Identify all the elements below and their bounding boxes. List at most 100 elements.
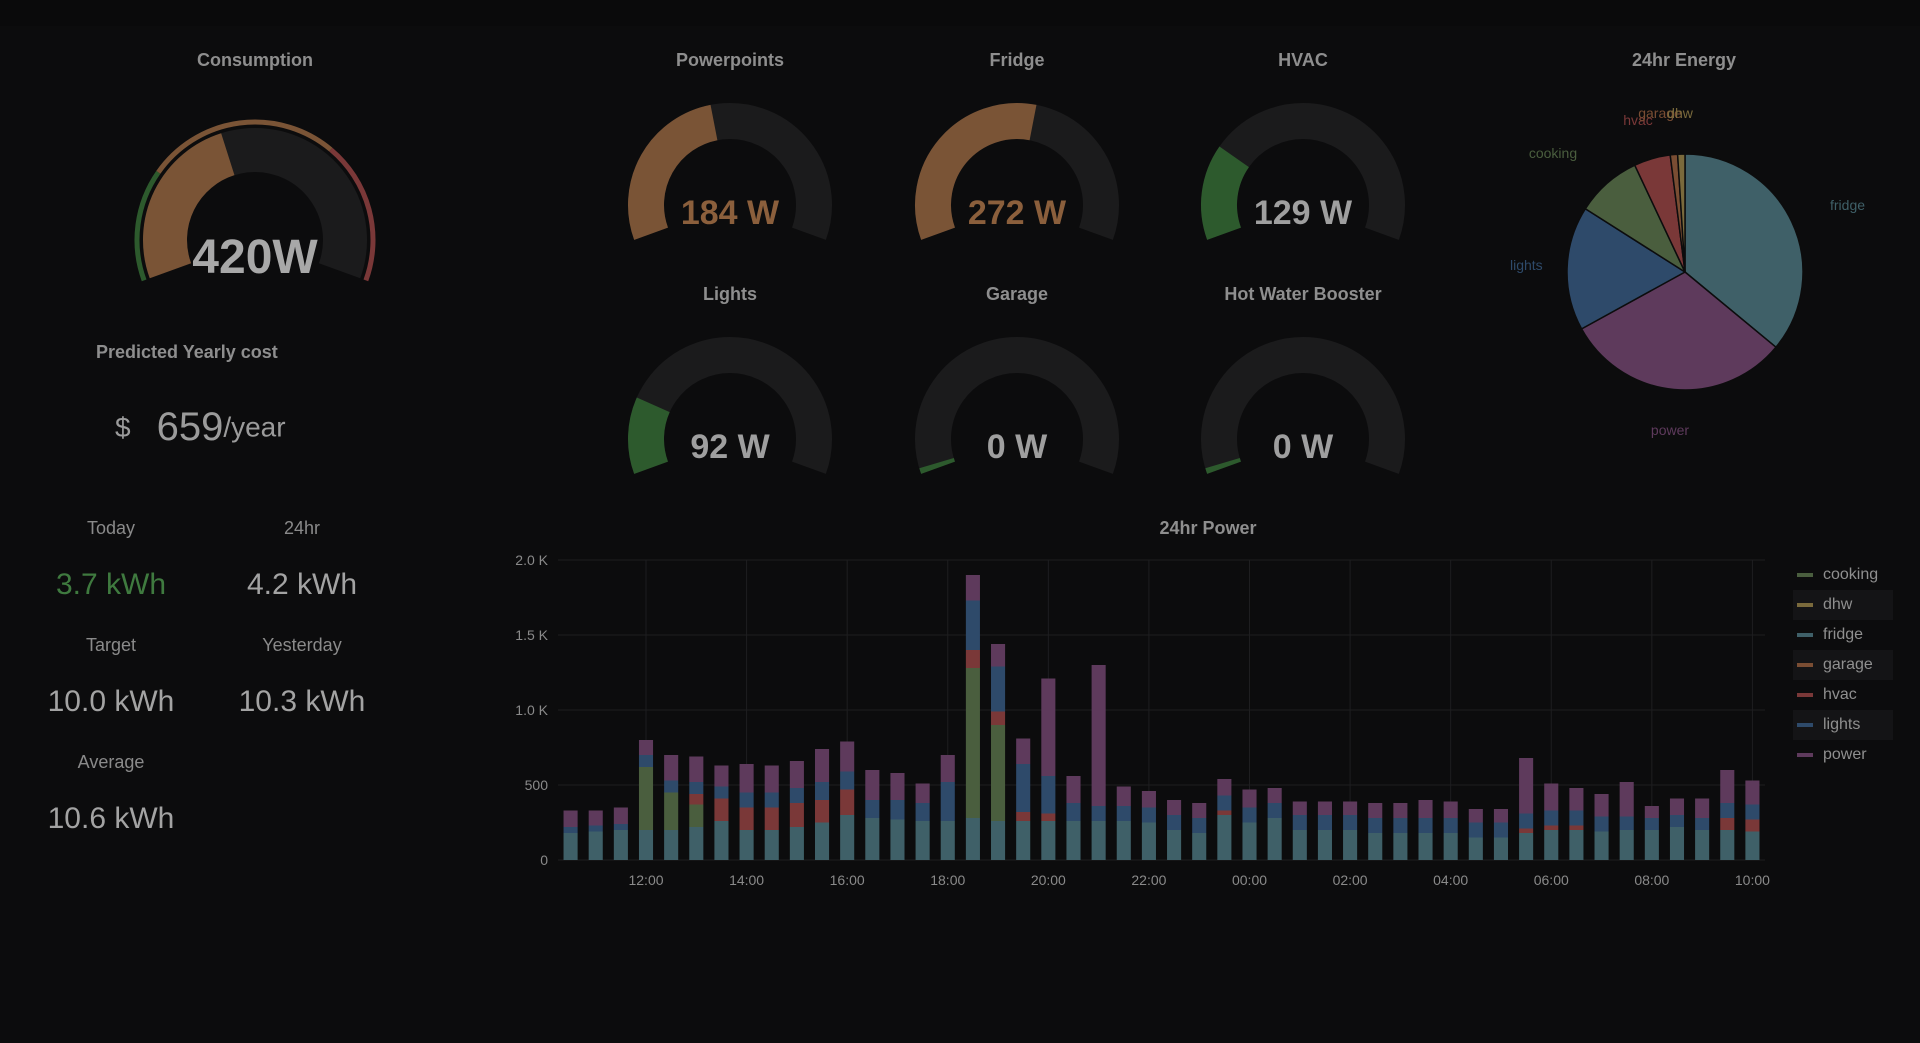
legend-item-cooking[interactable]: cooking [1793,560,1893,590]
bar-fridge[interactable] [1669,827,1685,860]
bar-fridge[interactable] [965,818,980,860]
bar-hvac[interactable] [739,807,754,831]
bar-fridge[interactable] [1343,830,1358,860]
bar-fridge[interactable] [613,830,628,860]
bar-power[interactable] [1594,794,1609,817]
bar-lights[interactable] [1544,810,1559,826]
bar-hvac[interactable] [1519,828,1534,834]
bar-lights[interactable] [1519,813,1534,829]
bar-lights[interactable] [940,782,955,821]
bar-fridge[interactable] [714,821,729,860]
bar-fridge[interactable] [789,827,804,860]
bar-fridge[interactable] [1619,830,1634,860]
bar-power[interactable] [1418,800,1433,818]
bar-power[interactable] [739,764,754,793]
bar-hvac[interactable] [1041,813,1056,822]
bar-hvac[interactable] [965,650,980,668]
legend-item-hvac[interactable]: hvac [1793,680,1893,710]
pie-slice-fridge[interactable] [1684,153,1804,349]
bar-hvac[interactable] [789,803,804,827]
bar-cooking[interactable] [965,668,980,818]
bar-lights[interactable] [1167,815,1182,830]
bar-lights[interactable] [563,827,578,833]
bar-fridge[interactable] [1544,830,1559,860]
bar-fridge[interactable] [1091,821,1106,860]
legend-item-fridge[interactable]: fridge [1793,620,1893,650]
bar-power[interactable] [764,765,779,793]
pie-slice-power[interactable] [1580,271,1777,391]
bar-lights[interactable] [1720,803,1735,818]
bar-fridge[interactable] [588,831,603,861]
bar-fridge[interactable] [764,830,779,860]
bar-fridge[interactable] [1745,831,1760,861]
bar-fridge[interactable] [1493,837,1509,861]
bar-power[interactable] [664,755,679,781]
bar-hvac[interactable] [764,807,779,831]
bar-fridge[interactable] [638,830,654,860]
bar-lights[interactable] [764,792,779,808]
bar-lights[interactable] [1493,822,1509,838]
bar-power[interactable] [1368,803,1383,818]
bar-power[interactable] [1695,798,1710,819]
bar-fridge[interactable] [1695,830,1710,860]
bar-power[interactable] [1493,809,1509,823]
bar-lights[interactable] [1317,815,1332,830]
bar-fridge[interactable] [1116,821,1131,860]
bar-power[interactable] [714,765,729,787]
bar-lights[interactable] [915,803,930,821]
bar-lights[interactable] [689,782,704,794]
bar-lights[interactable] [965,600,980,651]
bar-fridge[interactable] [890,819,905,861]
bar-power[interactable] [1393,803,1408,818]
bar-power[interactable] [1167,800,1182,815]
bar-power[interactable] [1192,803,1207,818]
bar-power[interactable] [1443,801,1458,819]
bar-lights[interactable] [1041,776,1056,814]
bar-hvac[interactable] [1016,812,1031,821]
bar-hvac[interactable] [714,798,729,822]
bar-fridge[interactable] [1418,833,1433,860]
bar-fridge[interactable] [1141,822,1156,861]
bar-power[interactable] [1569,788,1584,811]
bar-power[interactable] [1720,770,1735,803]
bar-lights[interactable] [1443,818,1458,833]
bar-lights[interactable] [664,780,679,793]
bar-power[interactable] [1468,809,1483,823]
bar-power[interactable] [588,810,603,826]
bar-lights[interactable] [1267,803,1282,818]
pie-slice-dhw[interactable] [1676,153,1686,273]
bar-fridge[interactable] [1317,830,1332,860]
bar-power[interactable] [1267,788,1282,803]
bar-power[interactable] [1343,801,1358,816]
bar-hvac[interactable] [1217,810,1232,816]
bar-power[interactable] [1619,782,1634,817]
bar-lights[interactable] [1217,795,1232,811]
bar-power[interactable] [689,756,704,783]
legend-item-dhw[interactable]: dhw [1793,590,1893,620]
bar-lights[interactable] [1695,818,1710,830]
bar-fridge[interactable] [991,821,1006,860]
bar-fridge[interactable] [1519,833,1534,860]
legend-item-garage[interactable]: garage [1793,650,1893,680]
bar-lights[interactable] [789,788,804,803]
bar-power[interactable] [965,575,980,601]
bar-lights[interactable] [739,792,754,808]
bar-power[interactable] [840,741,855,772]
bar-power[interactable] [1066,776,1081,803]
bar-power[interactable] [1544,783,1559,811]
bar-hvac[interactable] [991,711,1006,726]
bar-fridge[interactable] [940,821,955,860]
bar-fridge[interactable] [1016,821,1031,860]
bar-lights[interactable] [1292,815,1307,830]
bar-power[interactable] [1217,779,1232,796]
bar-power[interactable] [814,749,830,782]
bar-lights[interactable] [1343,815,1358,830]
bar-power[interactable] [1116,786,1131,807]
bar-fridge[interactable] [1192,833,1207,860]
bar-cooking[interactable] [689,804,704,828]
bar-hvac[interactable] [1745,819,1760,832]
bar-fridge[interactable] [1217,815,1232,860]
bar-fridge[interactable] [1720,830,1735,860]
bar-power[interactable] [1519,758,1534,814]
bar-hvac[interactable] [1569,825,1584,831]
